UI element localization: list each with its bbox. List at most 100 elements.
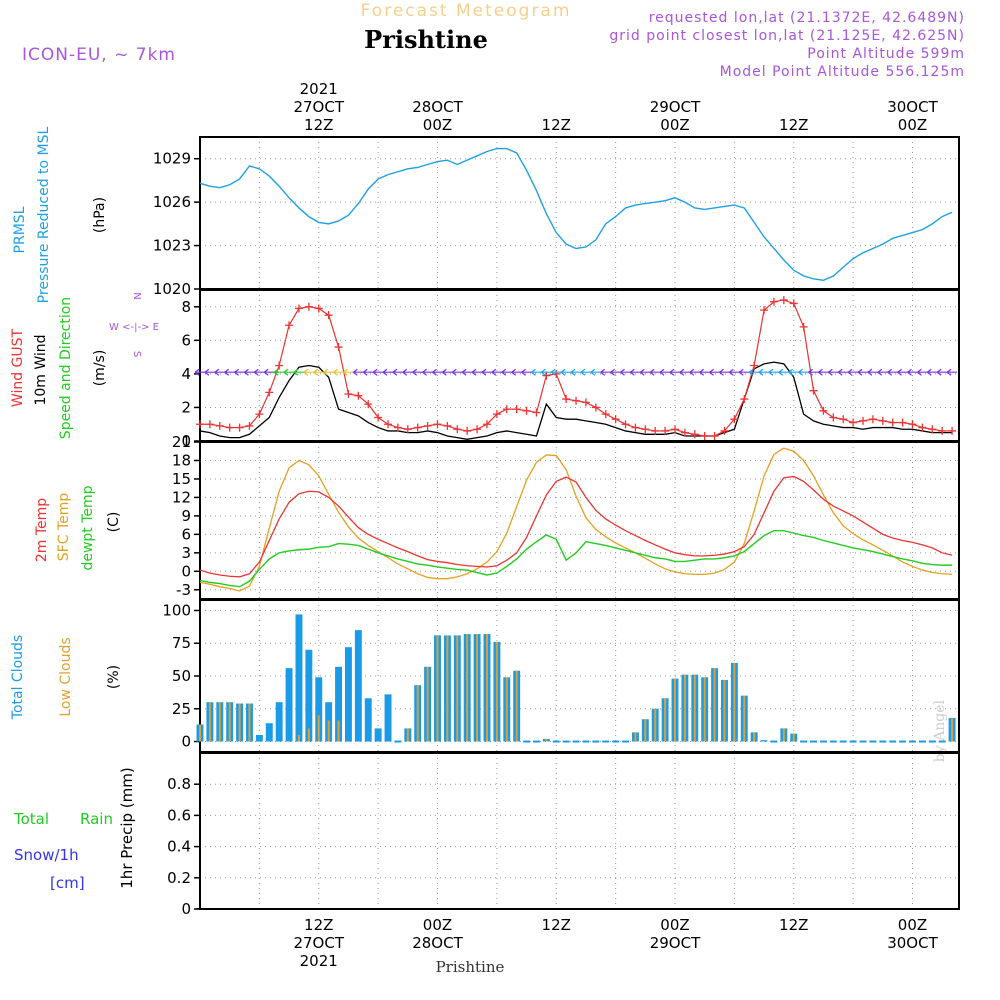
rain-bar (394, 908, 402, 909)
rain-bar (315, 908, 323, 909)
rain-bar (523, 908, 531, 909)
rain-bar (246, 908, 253, 909)
rain-bar (730, 908, 738, 909)
gust-marker (849, 418, 858, 427)
subtitle: Forecast Meteogram (361, 1, 572, 21)
wind-arrow-icon (461, 368, 473, 376)
y-tick-label: 9 (181, 507, 191, 525)
wind-arrow-icon (620, 368, 631, 376)
pressure-line (199, 147, 953, 282)
rain-bar (859, 908, 867, 909)
rain-bar (305, 908, 313, 909)
wind-arrow-icon (798, 368, 809, 376)
low-cloud-bar (426, 666, 429, 742)
wind-arrow-icon (709, 368, 720, 376)
wind-arrow-icon (867, 368, 878, 376)
gust-marker (789, 299, 798, 308)
wind-arrow-icon (283, 368, 295, 376)
low-cloud-bar (693, 674, 696, 742)
wind-arrow-icon (224, 368, 235, 376)
rain-bar (434, 908, 441, 909)
y-tick-label: 0.6 (167, 806, 191, 824)
gust-marker (403, 425, 412, 434)
total-cloud-bar (305, 649, 313, 742)
wind-arrow-icon (778, 368, 789, 376)
low-cloud-bar (713, 668, 716, 742)
gust-marker (908, 420, 917, 429)
wind-arrow-icon (422, 368, 433, 376)
sfc-label: SFC Temp (56, 493, 72, 562)
gust-marker (196, 420, 204, 429)
gust-marker (898, 418, 907, 427)
wind-arrow-icon (481, 368, 492, 376)
low-cloud-bar (733, 662, 736, 742)
pressure-label-1: PRMSL (12, 206, 28, 253)
y-tick-label: 1023 (153, 237, 191, 255)
plot-layer: 102010231026102902468-303691215182102550… (153, 80, 960, 970)
time-label-top: 00Z (898, 116, 927, 134)
wind-arrow-icon (501, 368, 512, 376)
time-label-bottom: 29OCT (650, 934, 701, 952)
gust-marker (641, 425, 650, 434)
time-label-bottom: 00Z (898, 916, 927, 934)
cloud-labels: Total Clouds Low Clouds (%) (10, 635, 122, 720)
rain-bar (770, 908, 778, 909)
rain-bar (572, 908, 580, 909)
sfc-temp-line (199, 447, 953, 592)
wind-arrow-icon (570, 368, 582, 376)
low-cloud-bar (683, 674, 686, 742)
wind-unit: (m/s) (92, 350, 108, 387)
compass-s: S (131, 351, 142, 357)
wind-arrow-icon (936, 368, 948, 376)
wind-arrow-icon (827, 368, 839, 376)
wind-arrow-icon (818, 368, 829, 376)
wind-arrow-icon (432, 368, 443, 376)
wind-arrow-icon (540, 368, 552, 376)
wind-arrow-icon (679, 368, 690, 376)
gust-marker (859, 416, 868, 425)
rain-bar (344, 908, 352, 909)
y-tick-label: 0.8 (167, 775, 191, 793)
gust-marker (928, 425, 937, 434)
wind-arrow-icon (263, 368, 275, 376)
wind-arrow-icon (313, 368, 324, 376)
rain-bar (839, 908, 847, 909)
temp-labels: 2m Temp SFC Temp dewpt Temp (C) (34, 485, 122, 570)
y-tick-label: 1026 (153, 193, 191, 211)
total-cloud-bar (354, 630, 362, 742)
rain-bar (582, 908, 590, 909)
gust-marker (443, 421, 452, 430)
gust-marker (384, 420, 393, 429)
low-cloud-bar (238, 703, 241, 742)
time-label-bottom: 12Z (304, 916, 333, 934)
low-cloud-bar (703, 677, 706, 742)
y-tick-label: 0.4 (167, 838, 191, 856)
low-cloud-bar (476, 634, 479, 742)
gust-marker (572, 396, 581, 405)
wind-arrow-icon (689, 368, 700, 376)
low-cloud-bar (485, 634, 488, 742)
gust-marker (265, 388, 274, 397)
gust-marker (463, 426, 472, 435)
gust-marker (819, 406, 828, 415)
time-label-top: 00Z (660, 116, 689, 134)
rain-bar (463, 908, 471, 909)
wind-arrow-icon (917, 368, 928, 376)
total-clouds-label: Total Clouds (10, 635, 26, 720)
gust-marker (314, 304, 323, 313)
low-cloud-bar (782, 728, 785, 742)
low-cloud-bar (644, 719, 647, 742)
gust-label: Wind GUST (10, 328, 26, 407)
gust-marker (720, 426, 729, 435)
rain-bar (829, 908, 837, 909)
low-cloud-bar (495, 641, 498, 742)
pressure-label-2: Pressure Reduced to MSL (36, 126, 52, 303)
low-clouds-label: Low Clouds (58, 637, 74, 716)
rain-bar (631, 908, 639, 909)
rain-bar (216, 908, 224, 909)
rain-bar (760, 908, 768, 909)
gust-marker (324, 311, 333, 320)
time-label-top: 12Z (779, 116, 808, 134)
gust-marker (750, 361, 759, 370)
rain-bar (552, 908, 560, 909)
